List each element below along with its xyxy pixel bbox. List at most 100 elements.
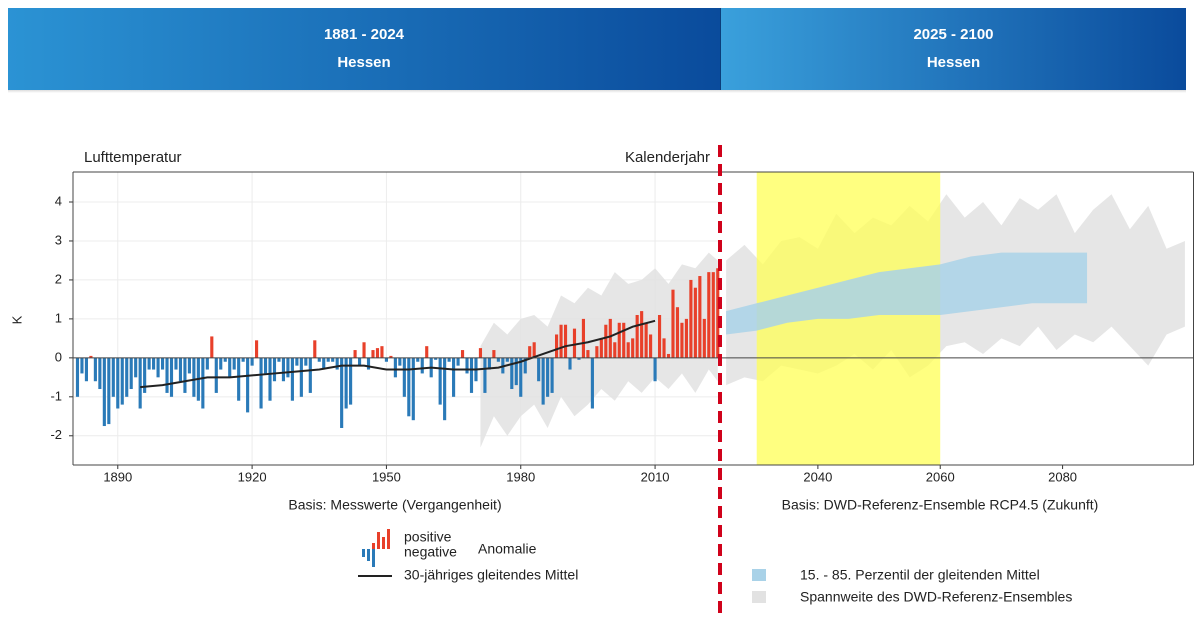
- bar: [492, 350, 496, 358]
- bar: [138, 357, 142, 409]
- bar: [89, 355, 93, 358]
- bar: [590, 357, 594, 409]
- bar: [290, 357, 294, 401]
- legend-icon: [372, 543, 375, 549]
- bar: [537, 357, 541, 382]
- bar: [514, 357, 518, 386]
- bar: [487, 357, 491, 370]
- bar: [666, 353, 671, 358]
- bar: [263, 357, 268, 374]
- moving-average: [140, 319, 656, 389]
- y-tick-label: 3: [55, 232, 62, 247]
- x-tick-label: 2060: [926, 469, 955, 484]
- legend-icon: [752, 569, 766, 581]
- x-tick-label: 1980: [506, 469, 535, 484]
- bar: [134, 357, 138, 378]
- bar: [416, 357, 420, 362]
- bar: [366, 357, 371, 370]
- bar: [380, 346, 384, 358]
- bar: [237, 357, 241, 401]
- bar: [434, 357, 438, 360]
- bar: [447, 357, 451, 362]
- bar: [205, 357, 209, 370]
- bar: [313, 340, 317, 358]
- bar: [192, 357, 196, 397]
- bar: [241, 357, 245, 362]
- bar: [375, 348, 380, 358]
- tab-region: Hessen: [337, 54, 391, 71]
- bar: [178, 357, 183, 382]
- bar: [331, 357, 335, 362]
- bar: [707, 272, 711, 358]
- header-shadow: [8, 90, 1186, 93]
- y-tick-label: 0: [55, 349, 62, 364]
- bar: [528, 346, 532, 358]
- bar: [662, 338, 666, 358]
- bar: [335, 357, 339, 370]
- bar: [546, 357, 550, 397]
- bar: [617, 322, 621, 358]
- bar: [438, 357, 442, 405]
- bar: [550, 357, 554, 393]
- bar: [572, 328, 577, 358]
- x-tick-label: 1950: [372, 469, 401, 484]
- bar: [129, 357, 133, 390]
- bar: [277, 357, 281, 362]
- legend-label: negative: [404, 544, 457, 560]
- bar: [411, 357, 415, 421]
- bar: [255, 340, 259, 358]
- range-band: [726, 252, 1088, 335]
- bar: [250, 357, 254, 366]
- bar: [398, 357, 402, 366]
- bar: [214, 357, 218, 393]
- bar: [201, 357, 205, 409]
- bar: [626, 342, 630, 358]
- bar: [604, 324, 608, 358]
- bar: [169, 357, 174, 397]
- bar: [286, 357, 290, 378]
- bar: [259, 357, 263, 409]
- y-tick-label: -1: [50, 388, 62, 403]
- legend-label: Anomalie: [478, 541, 537, 557]
- bar: [693, 287, 697, 358]
- bar: [523, 357, 527, 374]
- bar: [644, 322, 648, 358]
- bar: [165, 357, 169, 393]
- bar: [353, 350, 357, 358]
- bar: [223, 357, 227, 362]
- legend-label: Spannweite des DWD-Referenz-Ensembles: [800, 589, 1072, 605]
- bar: [107, 357, 111, 425]
- bar: [425, 346, 429, 358]
- x-tick-label: 2010: [641, 469, 670, 484]
- bar: [357, 357, 362, 366]
- bar: [183, 357, 187, 393]
- y-axis-label: K: [9, 315, 24, 324]
- bar: [532, 342, 536, 358]
- legend-icon: [382, 537, 385, 549]
- bar: [272, 357, 277, 382]
- bar: [456, 357, 460, 366]
- legend-label: 30-jähriges gleitendes Mittel: [404, 567, 578, 583]
- tab-period: 2025 - 2100: [913, 26, 994, 43]
- bar: [187, 357, 191, 374]
- bar: [702, 318, 706, 358]
- bar: [210, 336, 214, 358]
- bar: [671, 289, 675, 358]
- bar: [505, 357, 509, 362]
- bar: [635, 314, 639, 358]
- legend-icon: [387, 529, 390, 549]
- tab-region: Hessen: [926, 54, 981, 71]
- bar: [160, 357, 165, 370]
- legend-icon: [377, 532, 380, 549]
- tab[interactable]: 1881 - 2024 Hessen: [8, 8, 720, 90]
- tab[interactable]: 2025 - 2100 Hessen: [720, 8, 1186, 90]
- bar: [595, 346, 599, 358]
- bar: [232, 357, 236, 370]
- bar: [657, 314, 662, 358]
- bar: [420, 357, 424, 374]
- bar: [98, 357, 102, 390]
- subtitle: Basis: DWD-Referenz-Ensemble RCP4.5 (Zuk…: [782, 497, 1099, 513]
- bar: [326, 357, 330, 362]
